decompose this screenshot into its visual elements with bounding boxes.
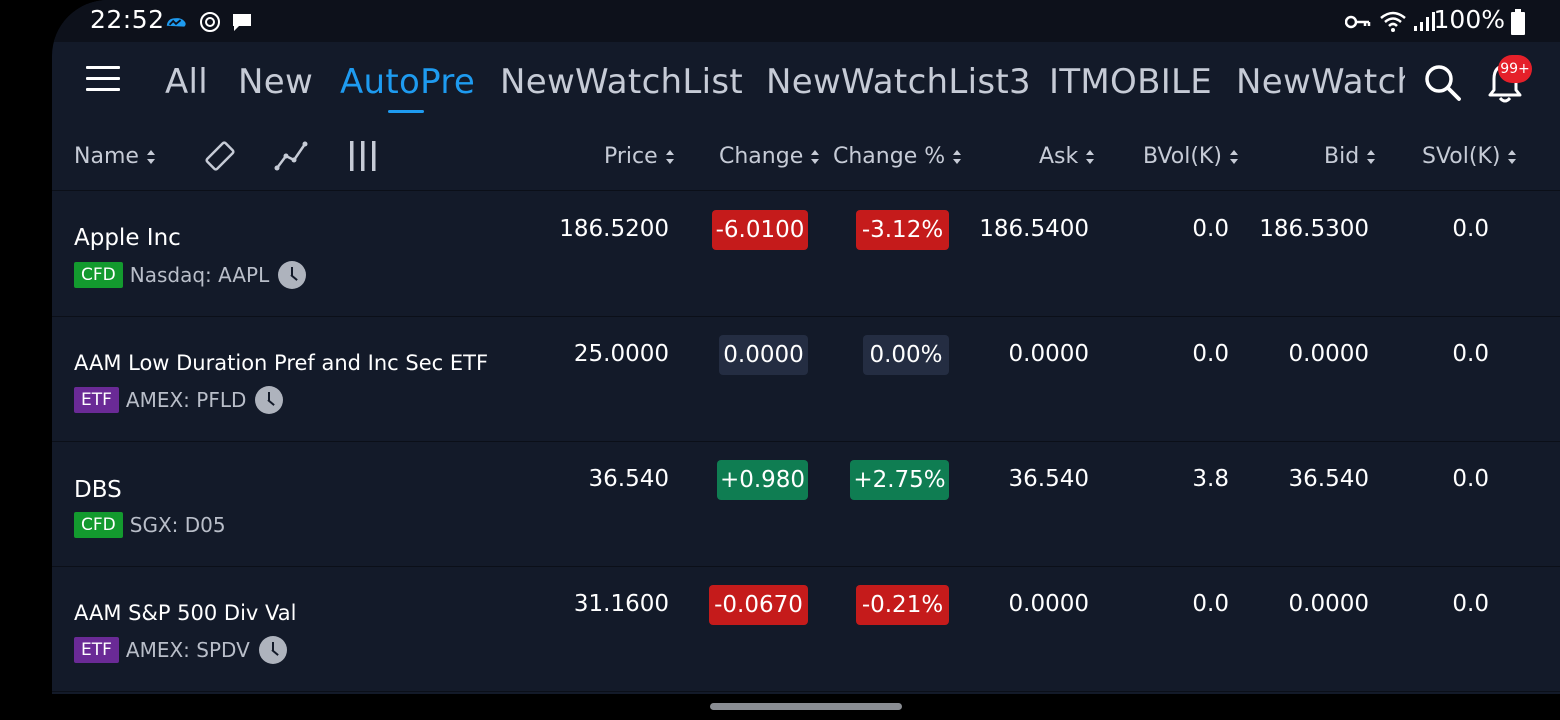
- signal-icon: [1412, 10, 1436, 34]
- bvol-value: 0.0: [1192, 216, 1229, 242]
- exchange-symbol: Nasdaq: AAPL: [129, 263, 270, 287]
- tab-all[interactable]: All: [165, 62, 209, 102]
- sort-icon: [1367, 149, 1376, 164]
- column-header-svol[interactable]: SVol(K): [1422, 144, 1517, 169]
- price-value: 31.1600: [573, 591, 669, 617]
- table-row[interactable]: DBS CFD SGX: D05 36.540 +0.980 +2.75% 36…: [52, 442, 1560, 567]
- sort-icon: [1508, 149, 1517, 164]
- svol-value: 0.0: [1452, 216, 1489, 242]
- change-chip: -6.0100: [712, 210, 808, 250]
- notification-badge: 99+: [1498, 55, 1532, 83]
- watchlist-tabs: All New AutoPre NewWatchList NewWatchLis…: [165, 42, 1405, 126]
- column-header-change-pct[interactable]: Change %: [833, 144, 962, 169]
- change-pct-chip: 0.00%: [863, 335, 949, 375]
- bvol-value: 0.0: [1192, 591, 1229, 617]
- tab-newwatchlist3[interactable]: NewWatchList3: [766, 62, 1031, 102]
- table-row[interactable]: AAM S&P 500 Div Val ETF AMEX: SPDV 31.16…: [52, 567, 1560, 692]
- instrument-name: DBS: [74, 477, 122, 503]
- app-screen: 22:52 100% All New AutoPre: [52, 0, 1560, 694]
- clock-icon: [255, 386, 284, 414]
- instrument-name: Apple Inc: [74, 225, 181, 251]
- column-header-bvol[interactable]: BVol(K): [1143, 144, 1239, 169]
- shutter-icon: [198, 10, 222, 34]
- column-bars-icon[interactable]: [348, 140, 380, 172]
- active-tab-indicator: [388, 110, 424, 113]
- instrument-sub: CFD SGX: D05: [74, 512, 226, 538]
- bid-value: 36.540: [1288, 466, 1369, 492]
- status-time: 22:52: [90, 5, 165, 34]
- tab-itmobile[interactable]: ITMOBILE: [1049, 62, 1213, 102]
- change-chip: -0.0670: [709, 585, 808, 625]
- column-header-bid[interactable]: Bid: [1324, 144, 1376, 169]
- chart-line-icon[interactable]: [274, 140, 308, 172]
- sort-icon: [1229, 149, 1239, 164]
- sort-icon: [1086, 149, 1095, 164]
- status-bar: 22:52 100%: [52, 0, 1560, 42]
- svol-value: 0.0: [1452, 591, 1489, 617]
- wifi-icon: [1378, 10, 1408, 34]
- menu-icon[interactable]: [86, 66, 120, 96]
- cfd-badge: CFD: [74, 512, 123, 538]
- bid-value: 0.0000: [1288, 341, 1369, 367]
- clock-icon: [258, 636, 287, 664]
- watchlist-tab-bar: All New AutoPre NewWatchList NewWatchLis…: [52, 42, 1560, 126]
- ask-value: 186.5400: [979, 216, 1089, 242]
- table-row[interactable]: AAM Low Duration Pref and Inc Sec ETF ET…: [52, 317, 1560, 442]
- price-value: 186.5200: [559, 216, 669, 242]
- exchange-symbol: AMEX: PFLD: [125, 388, 247, 412]
- message-icon: [230, 10, 254, 34]
- column-header-row: Name Price Change Change % Ask BVol(K) B…: [52, 126, 1560, 191]
- battery-icon: [1510, 8, 1526, 36]
- column-header-change[interactable]: Change: [719, 144, 820, 169]
- cloud-sync-icon: [164, 10, 188, 34]
- exchange-symbol: SGX: D05: [129, 513, 226, 537]
- svol-value: 0.0: [1452, 341, 1489, 367]
- svol-value: 0.0: [1452, 466, 1489, 492]
- sort-icon: [146, 149, 156, 164]
- change-chip: 0.0000: [719, 335, 808, 375]
- ask-value: 0.0000: [1008, 591, 1089, 617]
- column-header-price[interactable]: Price: [604, 144, 675, 169]
- change-pct-chip: -3.12%: [856, 210, 949, 250]
- exchange-symbol: AMEX: SPDV: [125, 638, 250, 662]
- column-header-name[interactable]: Name: [74, 144, 156, 169]
- ask-value: 0.0000: [1008, 341, 1089, 367]
- change-chip: +0.980: [717, 460, 808, 500]
- tab-new[interactable]: New: [238, 62, 314, 102]
- key-icon: [1344, 10, 1372, 34]
- etf-badge: ETF: [74, 637, 119, 663]
- bvol-value: 3.8: [1192, 466, 1229, 492]
- price-value: 25.0000: [573, 341, 669, 367]
- change-pct-chip: -0.21%: [856, 585, 949, 625]
- tab-autopre[interactable]: AutoPre: [340, 62, 476, 102]
- instrument-sub: ETF AMEX: PFLD: [74, 386, 284, 414]
- bid-value: 0.0000: [1288, 591, 1369, 617]
- instrument-name: AAM Low Duration Pref and Inc Sec ETF: [74, 351, 489, 375]
- change-pct-chip: +2.75%: [850, 460, 949, 500]
- tab-newwatchlist[interactable]: NewWatchList: [500, 62, 744, 102]
- column-header-ask[interactable]: Ask: [1039, 144, 1095, 169]
- bvol-value: 0.0: [1192, 341, 1229, 367]
- sort-icon: [811, 149, 820, 164]
- home-indicator[interactable]: [710, 703, 902, 710]
- instrument-sub: CFD Nasdaq: AAPL: [74, 261, 307, 289]
- battery-percent: 100%: [1433, 5, 1505, 34]
- search-icon[interactable]: [1424, 64, 1462, 102]
- tab-newwatch[interactable]: NewWatch: [1236, 62, 1405, 102]
- table-row[interactable]: Apple Inc CFD Nasdaq: AAPL 186.5200 -6.0…: [52, 192, 1560, 317]
- sort-icon: [953, 149, 962, 164]
- cfd-badge: CFD: [74, 262, 123, 288]
- instrument-sub: ETF AMEX: SPDV: [74, 636, 287, 664]
- clock-icon: [278, 261, 307, 289]
- etf-badge: ETF: [74, 387, 119, 413]
- sort-icon: [665, 149, 675, 164]
- ask-value: 36.540: [1008, 466, 1089, 492]
- rotate-icon[interactable]: [204, 140, 236, 172]
- bid-value: 186.5300: [1259, 216, 1369, 242]
- instrument-name: AAM S&P 500 Div Val: [74, 601, 297, 625]
- price-value: 36.540: [588, 466, 669, 492]
